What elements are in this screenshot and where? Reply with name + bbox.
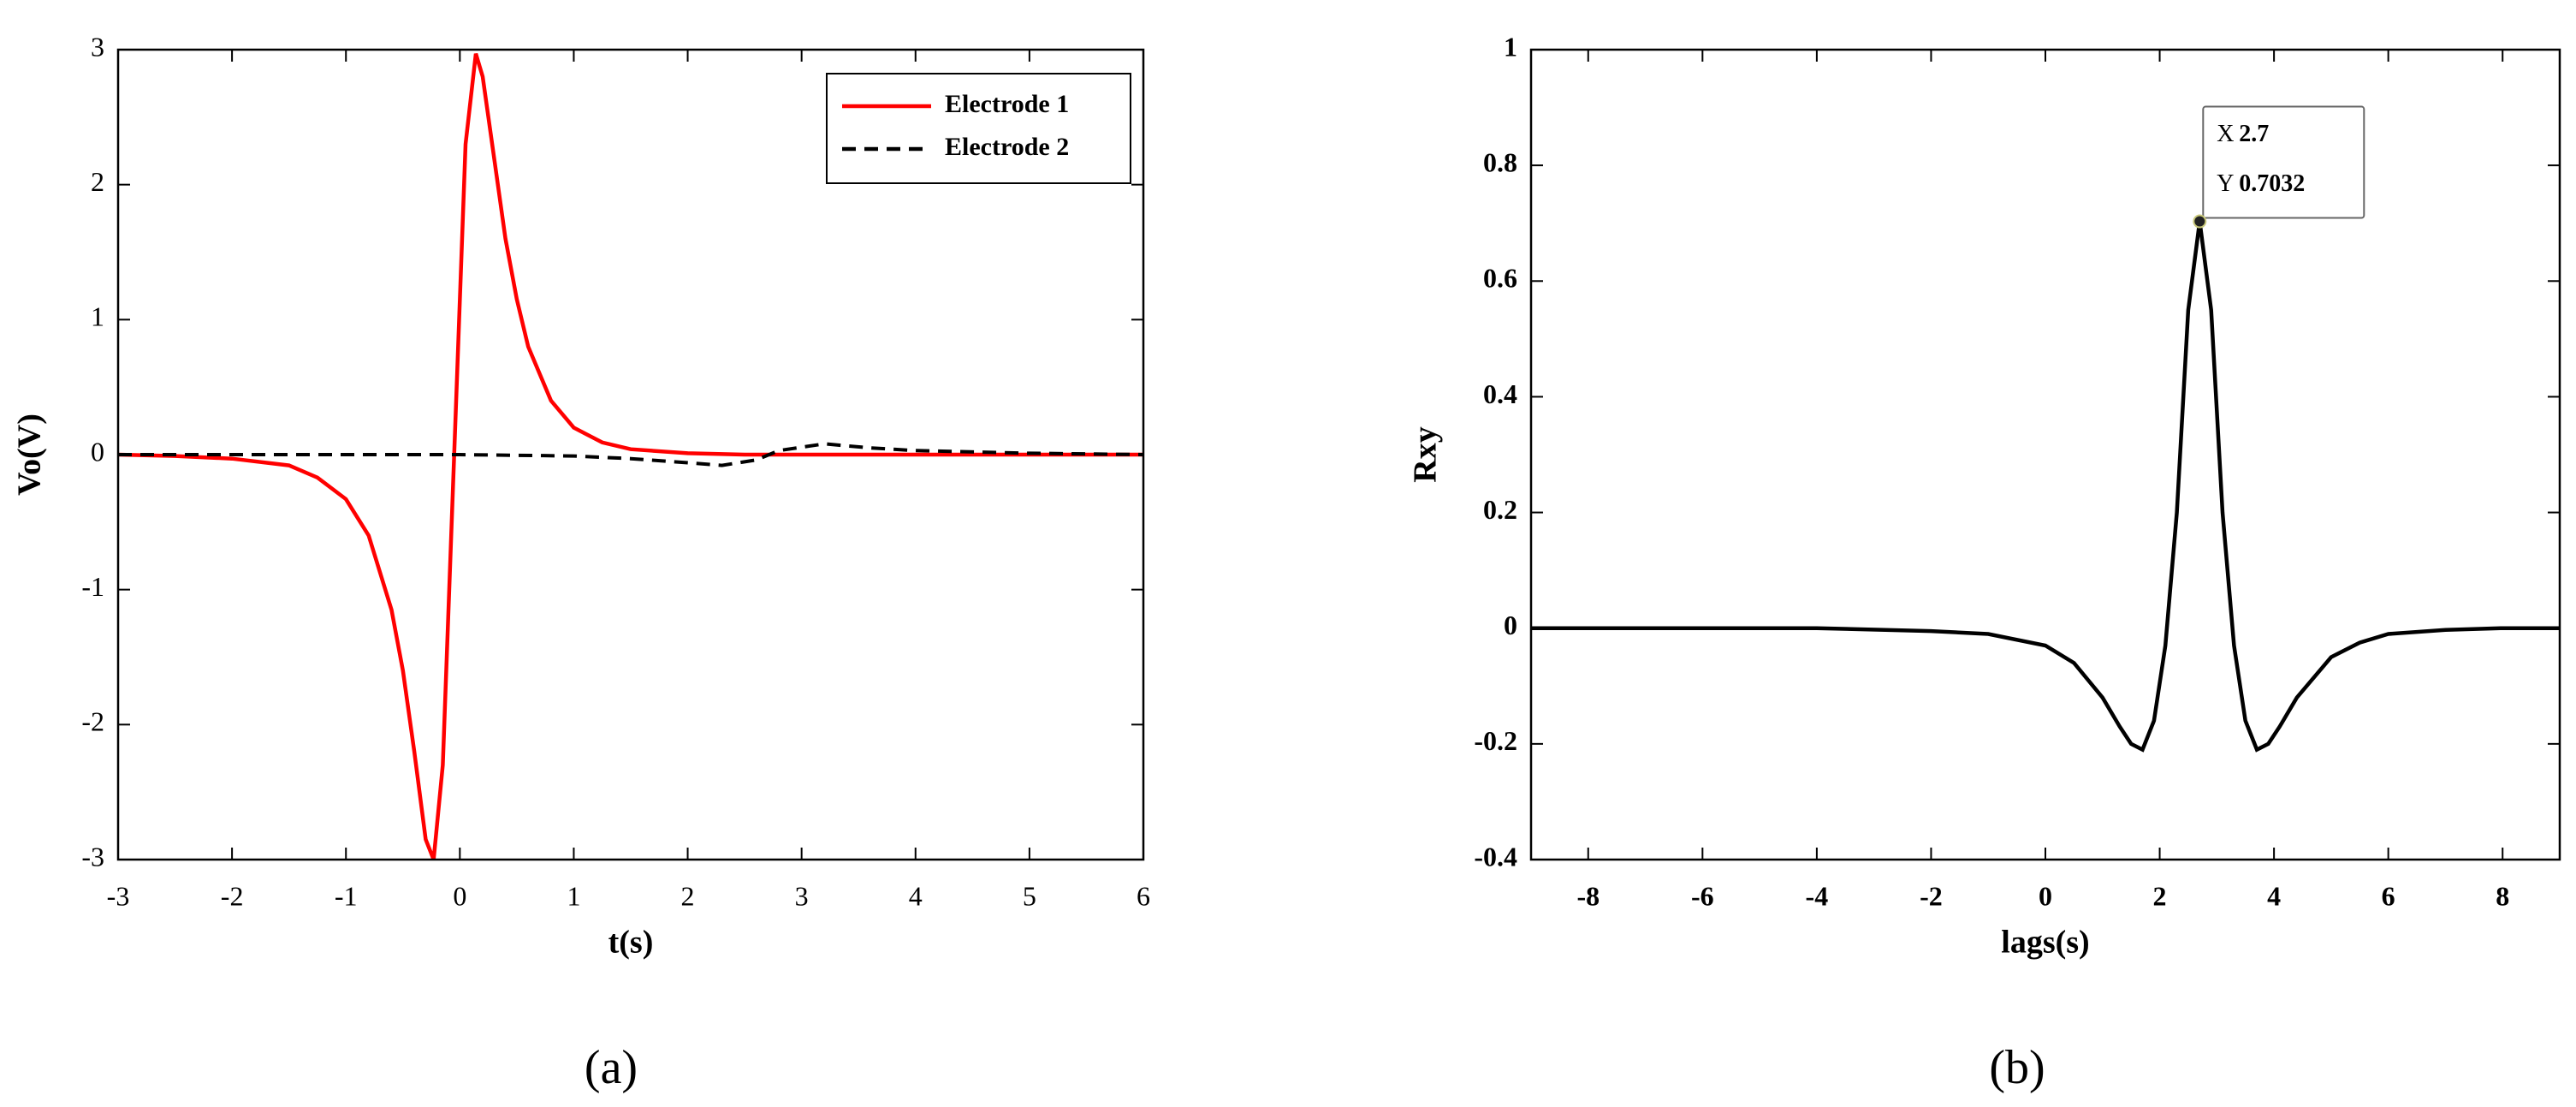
- x-tick-label: 1: [567, 880, 580, 911]
- y-tick-label: 0.8: [1483, 146, 1517, 177]
- legend-label: Electrode 1: [945, 90, 1069, 118]
- y-tick-label: 2: [91, 166, 104, 197]
- legend-box: [826, 73, 1131, 184]
- caption: (b): [1989, 1041, 2045, 1094]
- caption: (a): [585, 1041, 638, 1094]
- datatip-x-key: X: [2217, 121, 2234, 147]
- x-tick-label: -6: [1691, 880, 1714, 911]
- x-tick-label: 0: [453, 880, 466, 911]
- axes-frame: [116, 48, 1145, 861]
- y-tick-label: 0.2: [1483, 494, 1517, 525]
- legend-label: Electrode 2: [945, 133, 1069, 161]
- y-axis-label: Rxy: [1408, 426, 1444, 482]
- x-tick-label: -2: [1920, 880, 1943, 911]
- datatip-x-value: 2.7: [2239, 121, 2269, 147]
- x-axis-label: lags(s): [2001, 925, 2089, 961]
- x-tick-label: -3: [107, 880, 130, 911]
- datatip-box: [2202, 105, 2365, 219]
- axes-frame: [1529, 48, 2561, 861]
- x-tick-label: 0: [2039, 880, 2052, 911]
- x-tick-label: 6: [2382, 880, 2395, 911]
- x-tick-label: 8: [2496, 880, 2509, 911]
- y-tick-label: 3: [91, 31, 104, 62]
- y-tick-label: 1: [91, 301, 104, 332]
- datatip-y-value: 0.7032: [2239, 170, 2305, 197]
- y-axis-label: Vo(V): [12, 414, 48, 496]
- y-tick-label: -2: [81, 706, 104, 737]
- data-line: [117, 53, 1143, 860]
- x-tick-label: 4: [909, 880, 923, 911]
- datatip-point: [2193, 214, 2207, 229]
- y-tick-label: 0.6: [1483, 263, 1517, 294]
- x-tick-label: 3: [795, 880, 809, 911]
- y-tick-label: -0.2: [1474, 725, 1517, 756]
- data-line: [118, 442, 1144, 467]
- x-tick-label: 2: [681, 880, 695, 911]
- y-tick-label: 0.4: [1483, 378, 1517, 409]
- x-tick-label: -1: [335, 880, 358, 911]
- x-tick-label: -2: [221, 880, 244, 911]
- x-tick-label: 4: [2267, 880, 2281, 911]
- x-tick-label: -8: [1576, 880, 1600, 911]
- y-tick-label: -0.4: [1474, 841, 1517, 872]
- x-axis-label: t(s): [608, 925, 654, 961]
- y-tick-label: 0: [1504, 610, 1517, 640]
- y-tick-label: 0: [91, 436, 104, 467]
- x-tick-label: 6: [1137, 880, 1150, 911]
- x-tick-label: 5: [1023, 880, 1036, 911]
- x-tick-label: -4: [1806, 880, 1829, 911]
- data-line: [1531, 221, 2560, 753]
- x-tick-label: 2: [2153, 880, 2167, 911]
- datatip-y-key: Y: [2217, 170, 2234, 197]
- y-tick-label: -1: [81, 571, 104, 602]
- y-tick-label: -3: [81, 841, 104, 872]
- y-tick-label: 1: [1504, 31, 1517, 62]
